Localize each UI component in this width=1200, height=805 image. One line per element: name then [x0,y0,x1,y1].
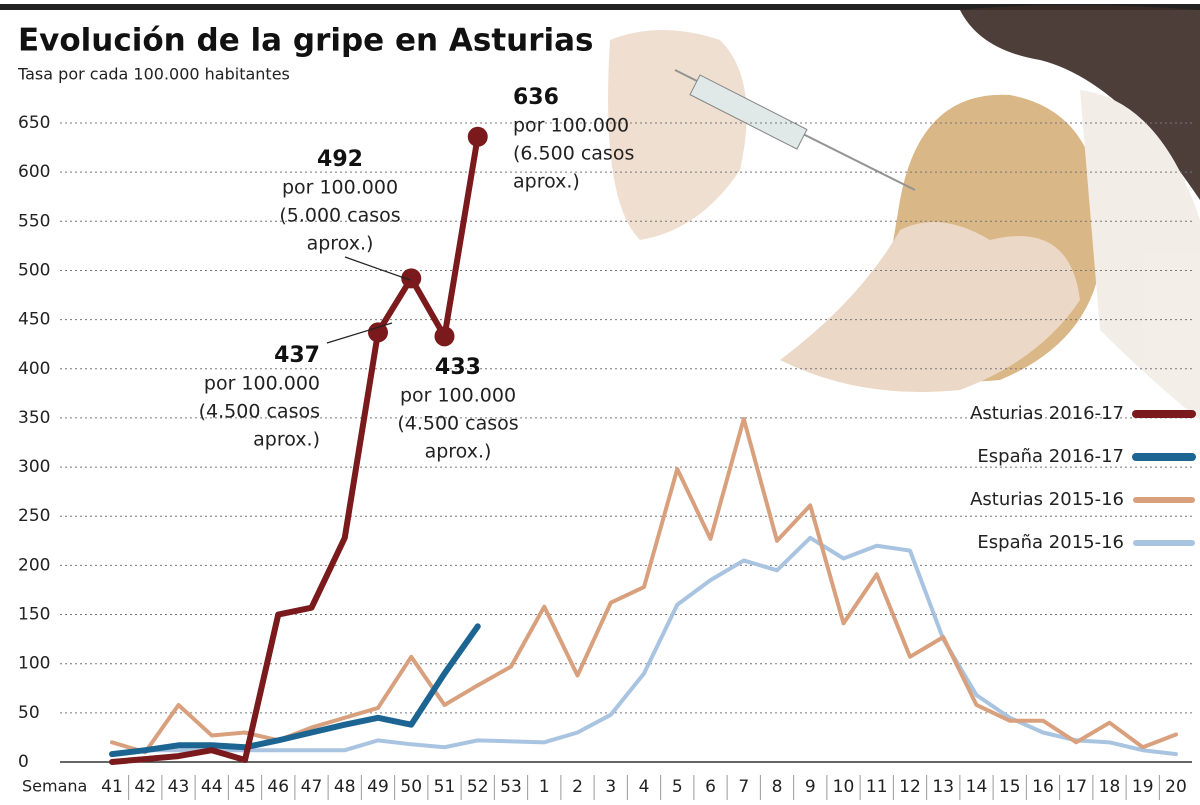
x-tick-label: 45 [234,777,256,797]
x-tick-label: 1 [539,777,550,797]
y-tick-label: 300 [18,457,50,477]
annotation-text: aprox.) [253,429,320,451]
x-tick-label: 19 [1132,777,1154,797]
x-tick-label: 53 [500,777,522,797]
annotation-value: 433 [435,355,481,380]
x-tick-label: 51 [434,777,456,797]
chart-title: Evolución de la gripe en Asturias [18,23,594,59]
y-tick-label: 500 [18,260,50,280]
y-tick-label: 150 [18,605,50,625]
chart-subtitle: Tasa por cada 100.000 habitantes [17,65,290,84]
annotation-value: 492 [317,147,363,172]
x-tick-label: 5 [672,777,683,797]
x-tick-label: 14 [966,777,988,797]
x-tick-label: 12 [899,777,921,797]
legend-label: España 2016-17 [977,446,1124,467]
x-tick-label: 52 [467,777,489,797]
highlight-marker [467,126,488,147]
x-tick-label: 46 [267,777,289,797]
legend-item: España 2015-16 [977,532,1195,553]
x-tick-label: 20 [1165,777,1187,797]
annotation-text: aprox.) [425,441,492,463]
annotation-text: (4.500 casos [397,413,518,435]
annotation-text: por 100.000 [282,177,398,199]
annotation-leader [344,256,411,281]
x-tick-label: 8 [772,777,783,797]
x-tick-label: 43 [168,777,190,797]
legend-item: Asturias 2016-17 [970,403,1196,424]
x-tick-label: 4 [639,777,650,797]
x-tick-label: 16 [1032,777,1054,797]
series-line [109,133,481,765]
x-tick-label: 42 [134,777,156,797]
series-line [109,623,481,758]
x-tick-label: 44 [201,777,223,797]
x-tick-label: 17 [1065,777,1087,797]
x-tick-label: 18 [1099,777,1121,797]
y-tick-label: 550 [18,211,50,231]
x-tick-label: 41 [101,777,123,797]
x-tick-label: 6 [705,777,716,797]
highlight-marker [434,326,455,347]
highlight-marker [401,268,422,289]
annotation-text: (4.500 casos [199,401,320,423]
x-tick-label: 13 [932,777,954,797]
annotation-text: (6.500 casos [513,143,634,165]
y-tick-label: 200 [18,555,50,575]
annotation-leader [326,322,393,344]
x-tick-label: 9 [805,777,816,797]
annotation-text: por 100.000 [513,115,629,137]
x-axis-label: Semana [22,777,87,796]
top-rule [0,4,1200,10]
highlight-marker [368,322,388,343]
x-tick-label: 15 [999,777,1021,797]
annotation-text: por 100.000 [400,385,516,407]
x-tick-label: 50 [400,777,422,797]
legend-item: Asturias 2015-16 [970,489,1195,510]
annotation-text: aprox.) [307,233,374,255]
legend-item: España 2016-17 [977,446,1196,467]
y-tick-label: 450 [18,310,50,330]
x-tick-label: 47 [301,777,323,797]
x-tick-label: 3 [605,777,616,797]
annotation-text: por 100.000 [204,373,320,395]
x-tick-label: 48 [334,777,356,797]
annotation-value: 636 [513,85,559,110]
x-tick-label: 2 [572,777,583,797]
y-tick-label: 250 [18,506,50,526]
y-tick-label: 400 [18,359,50,379]
y-tick-label: 350 [18,408,50,428]
series-line [110,535,1178,757]
x-tick-label: 11 [866,777,888,797]
y-tick-label: 650 [18,113,50,133]
legend-label: España 2015-16 [977,532,1124,553]
legend-label: Asturias 2016-17 [970,403,1124,424]
annotation-text: (5.000 casos [279,205,400,227]
y-tick-label: 0 [18,752,29,772]
x-tick-label: 49 [367,777,389,797]
annotation-value: 437 [274,343,320,368]
y-tick-label: 600 [18,162,50,182]
legend-label: Asturias 2015-16 [970,489,1124,510]
y-tick-label: 100 [18,654,50,674]
x-tick-label: 7 [738,777,749,797]
y-tick-label: 50 [18,703,40,723]
x-tick-label: 10 [833,777,855,797]
annotation-text: aprox.) [513,171,580,193]
